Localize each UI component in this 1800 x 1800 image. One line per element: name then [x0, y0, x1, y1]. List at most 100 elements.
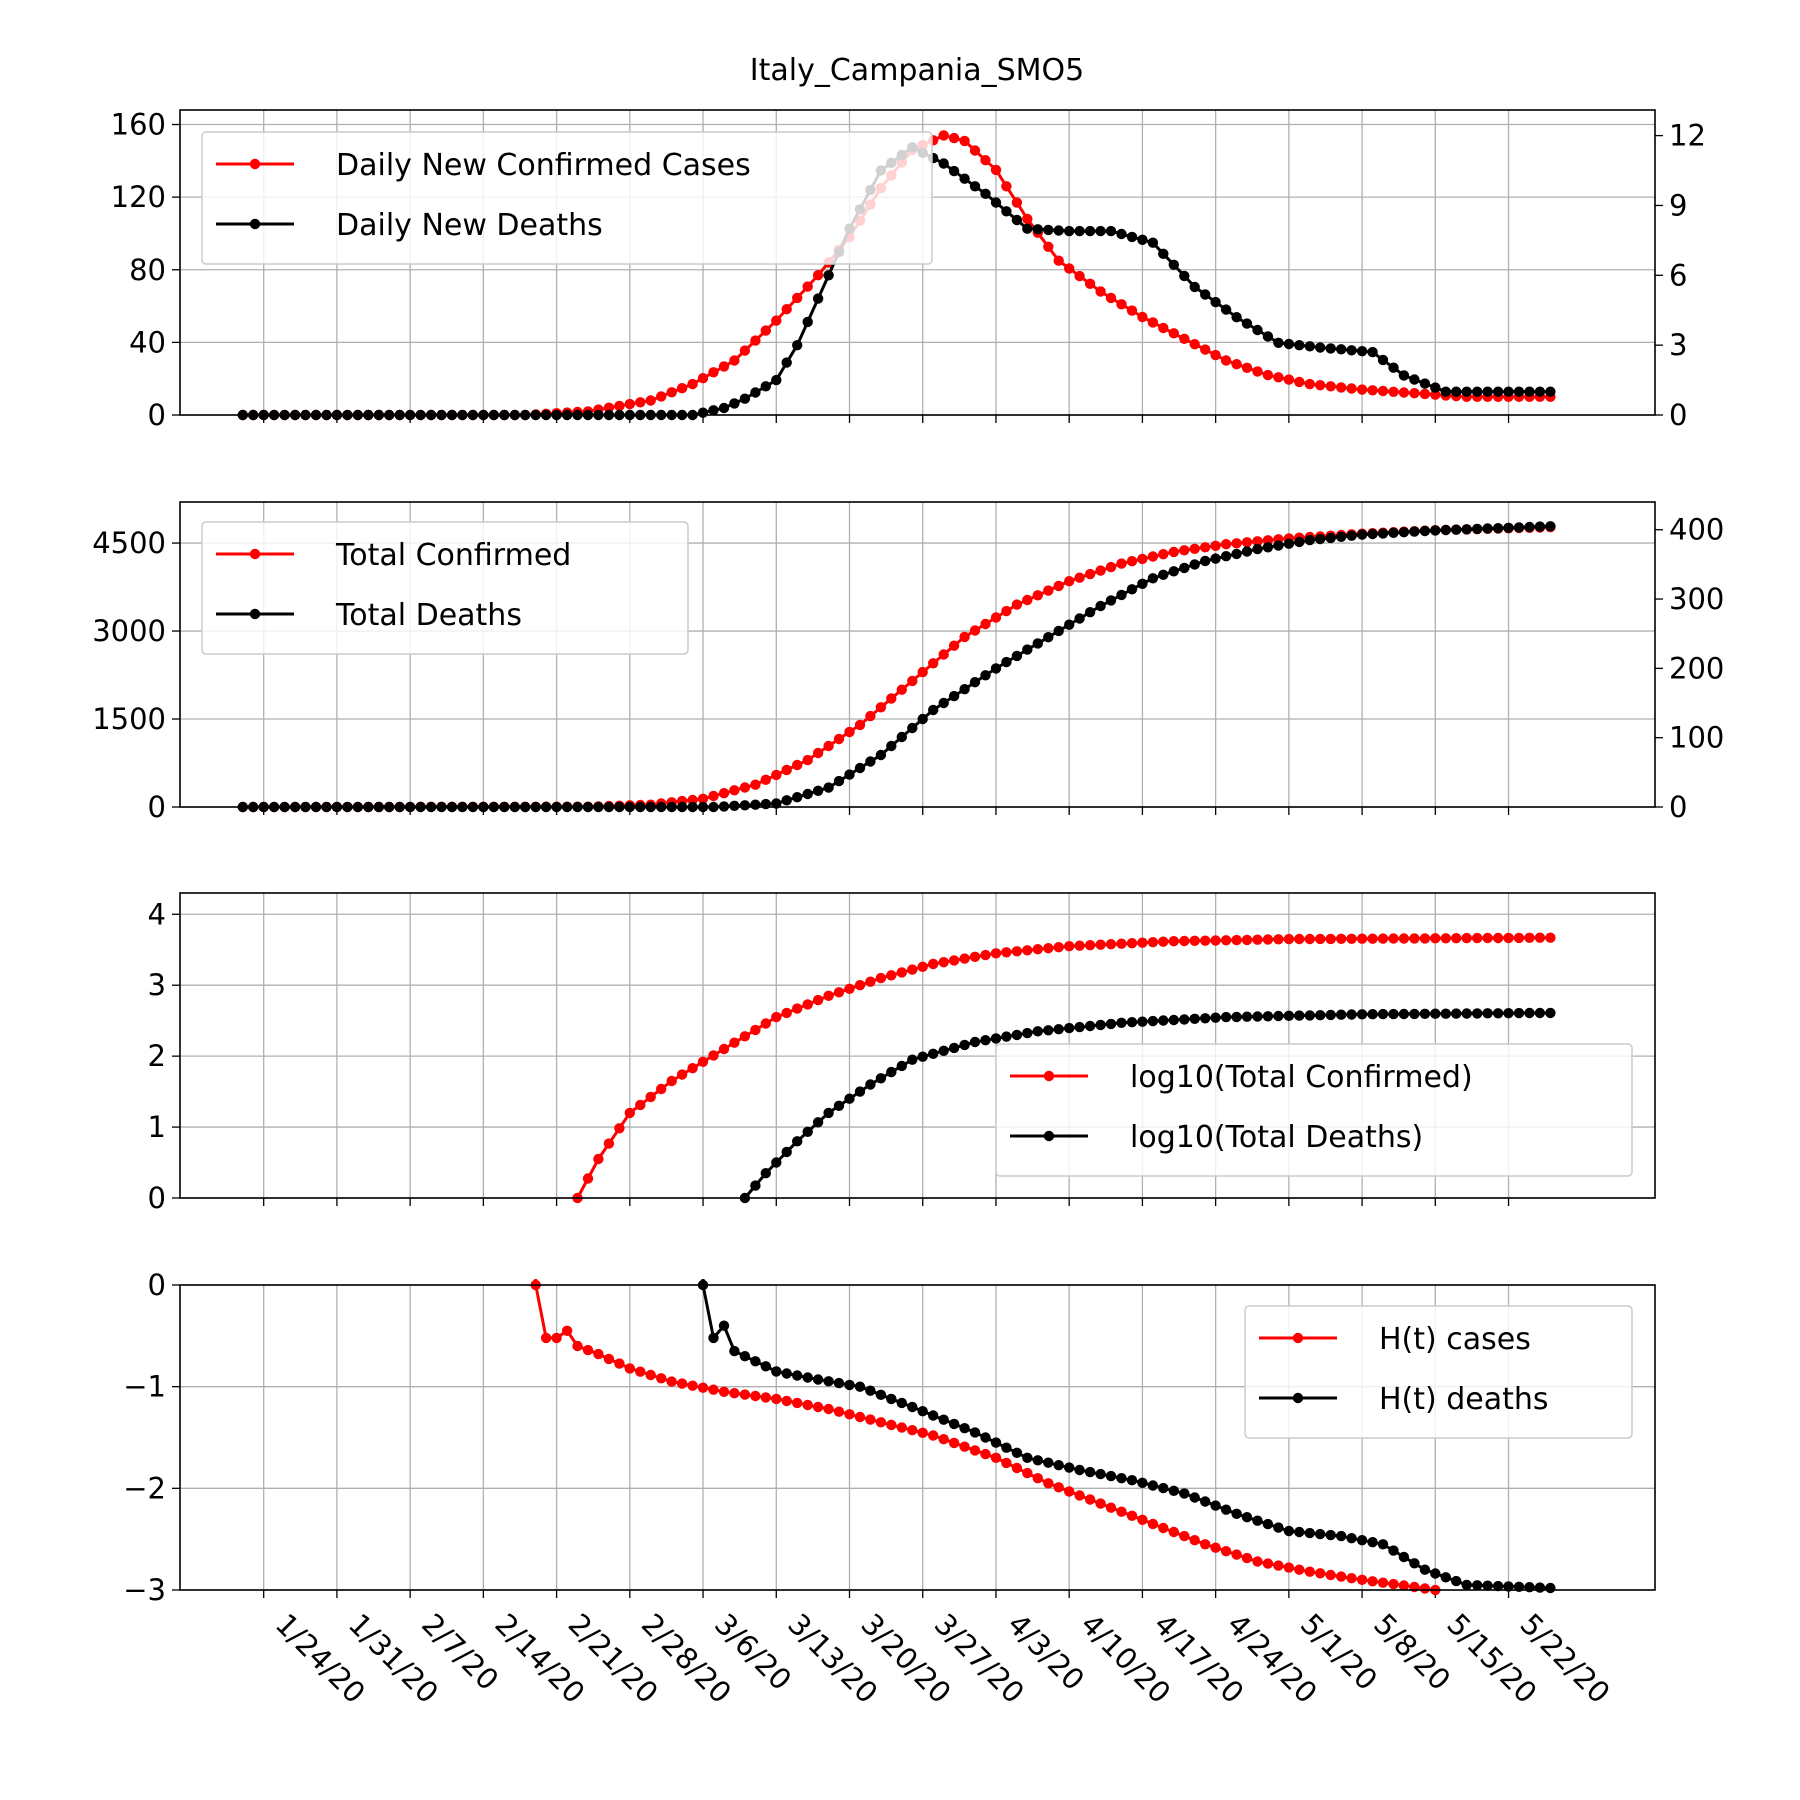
- data-point: [729, 800, 740, 811]
- data-point: [771, 1157, 782, 1168]
- data-point: [1252, 1011, 1263, 1022]
- data-point: [938, 957, 949, 968]
- data-point: [1043, 241, 1054, 252]
- data-point: [928, 958, 939, 970]
- data-point: [1283, 374, 1295, 385]
- data-point: [1064, 263, 1075, 274]
- data-point: [823, 1403, 834, 1415]
- y-tick-label: 160: [111, 108, 166, 142]
- data-point: [1200, 542, 1211, 553]
- data-point: [907, 964, 918, 975]
- data-point: [1419, 378, 1431, 389]
- data-point: [697, 793, 709, 804]
- series-deaths: [739, 1007, 1556, 1204]
- data-point: [1001, 206, 1012, 217]
- data-point: [676, 383, 688, 394]
- data-point: [1074, 270, 1085, 282]
- data-point: [1210, 1012, 1221, 1023]
- data-point: [886, 740, 897, 752]
- y-tick-label: 40: [129, 325, 166, 359]
- data-point: [1179, 935, 1190, 947]
- legend: Total Confirmed Total Deaths: [201, 521, 689, 655]
- data-point: [990, 948, 1002, 959]
- data-point: [1053, 1460, 1064, 1471]
- data-point: [1158, 569, 1169, 580]
- data-point: [1179, 1530, 1190, 1542]
- data-point: [802, 754, 813, 766]
- data-point: [1346, 383, 1357, 394]
- data-point: [959, 1423, 970, 1434]
- data-point: [1032, 1026, 1044, 1037]
- data-point: [812, 785, 824, 796]
- data-point: [875, 702, 887, 713]
- data-point: [792, 1136, 803, 1147]
- data-point: [896, 1397, 907, 1409]
- data-point: [1346, 1533, 1357, 1544]
- legend-marker: [249, 548, 261, 560]
- data-point: [1304, 534, 1316, 546]
- data-point: [1513, 1007, 1525, 1019]
- data-point: [1053, 255, 1064, 266]
- data-point: [1513, 932, 1525, 944]
- data-point: [1137, 311, 1148, 323]
- data-point: [1440, 933, 1452, 944]
- data-point: [1367, 385, 1378, 396]
- data-point: [980, 670, 991, 681]
- data-point: [781, 304, 792, 315]
- data-point: [1294, 376, 1305, 388]
- data-point: [1534, 1007, 1546, 1019]
- data-point: [750, 799, 761, 810]
- data-point: [1105, 561, 1117, 573]
- data-point: [1252, 1556, 1263, 1567]
- data-point: [635, 397, 646, 408]
- data-point: [1168, 546, 1180, 558]
- data-point: [1084, 1466, 1096, 1478]
- data-point: [844, 1409, 855, 1420]
- data-point: [844, 1093, 855, 1104]
- data-point: [1346, 1009, 1357, 1020]
- data-point: [1116, 299, 1127, 310]
- data-point: [1252, 543, 1263, 555]
- data-point: [1074, 1490, 1085, 1501]
- data-point: [1095, 565, 1106, 576]
- data-point: [1189, 1013, 1200, 1024]
- data-point: [875, 1073, 887, 1084]
- data-point: [1356, 384, 1368, 395]
- data-point: [917, 1406, 928, 1417]
- data-point: [1189, 935, 1200, 946]
- data-point: [1262, 934, 1274, 945]
- data-point: [760, 381, 771, 392]
- data-point: [1011, 599, 1023, 610]
- data-point: [1377, 528, 1389, 539]
- data-point: [792, 792, 803, 803]
- data-point: [1064, 1486, 1075, 1497]
- data-point: [823, 740, 834, 752]
- data-point: [969, 145, 981, 156]
- data-point: [1116, 1473, 1127, 1484]
- data-point: [1116, 228, 1127, 240]
- y-tick-label: 0: [148, 1181, 166, 1215]
- data-point: [959, 135, 970, 147]
- data-point: [1074, 940, 1085, 951]
- legend: log10(Total Confirmed) log10(Total Deaths…: [995, 1043, 1633, 1177]
- data-point: [1461, 1008, 1472, 1019]
- data-point: [1304, 378, 1316, 390]
- data-point: [1513, 522, 1525, 533]
- data-point: [1189, 543, 1200, 554]
- data-point: [1419, 1008, 1431, 1019]
- data-point: [886, 1419, 897, 1431]
- legend-label: Daily New Deaths: [336, 208, 603, 243]
- data-point: [865, 976, 876, 987]
- data-point: [635, 1366, 646, 1377]
- data-point: [792, 340, 803, 351]
- data-point: [718, 1386, 730, 1398]
- data-point: [959, 684, 970, 695]
- data-point: [1095, 939, 1106, 950]
- data-point: [1430, 382, 1441, 393]
- data-point: [875, 1417, 887, 1428]
- data-point: [1356, 346, 1368, 357]
- data-point: [1043, 585, 1054, 596]
- data-point: [1105, 595, 1117, 606]
- data-point: [1022, 1452, 1033, 1464]
- data-point: [1001, 947, 1012, 958]
